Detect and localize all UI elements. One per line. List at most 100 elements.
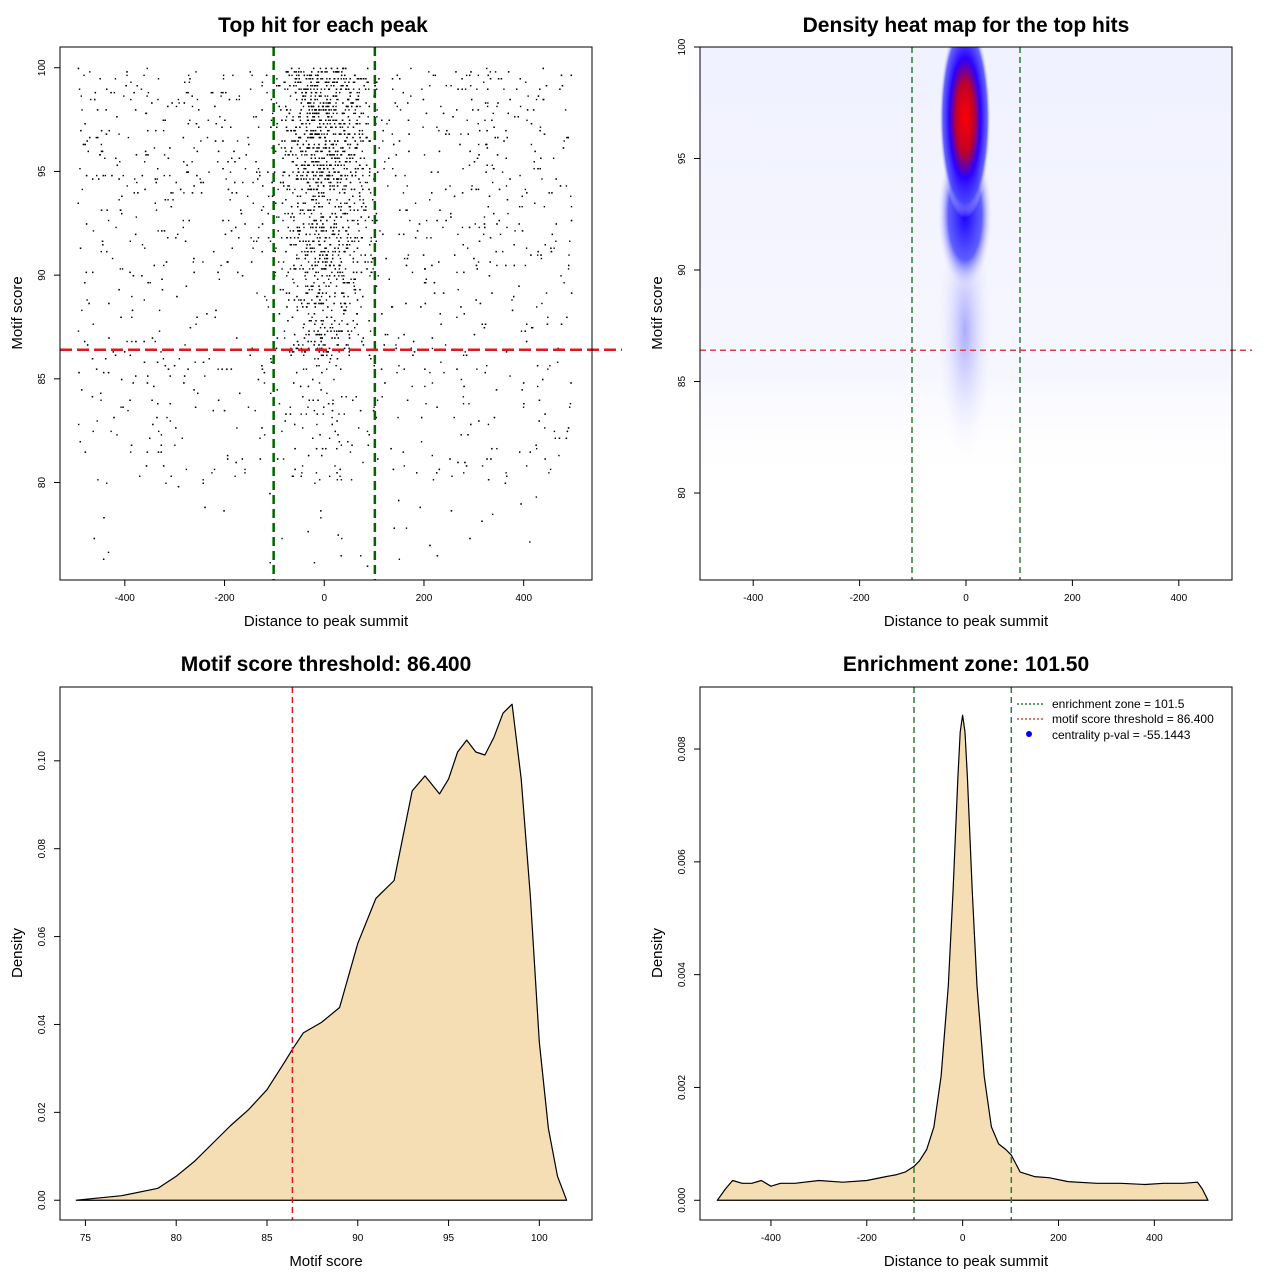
scatter-point <box>185 91 188 94</box>
scatter-point <box>455 71 457 73</box>
scatter-point <box>120 406 122 408</box>
scatter-point <box>335 126 337 128</box>
scatter-point <box>323 230 325 232</box>
scatter-point <box>486 458 488 460</box>
scatter-point <box>343 347 346 350</box>
scatter-point <box>531 326 534 329</box>
scatter-point <box>283 81 285 83</box>
scatter-point <box>333 226 335 229</box>
scatter-point <box>292 192 294 194</box>
scatter-point <box>255 116 257 118</box>
scatter-point <box>308 109 310 111</box>
scatter-point <box>305 368 308 370</box>
scatter-point <box>323 250 326 253</box>
scatter-point <box>89 136 91 139</box>
scatter-point <box>247 406 250 408</box>
scatter-point <box>354 133 356 135</box>
scatter-point <box>353 250 355 253</box>
scatter-point <box>295 178 298 180</box>
scatter-point <box>304 98 306 101</box>
scatter-point <box>337 150 339 153</box>
scatter-point <box>134 233 137 236</box>
scatter-point <box>261 427 263 429</box>
scatter-point <box>271 147 273 149</box>
scatter-point <box>147 282 149 284</box>
scatter-point <box>570 74 573 77</box>
scatter-point <box>324 247 326 249</box>
scatter-point <box>282 458 285 460</box>
scatter-point <box>551 192 553 194</box>
scatter-point <box>225 91 227 94</box>
scatter-point <box>287 212 289 215</box>
scatter-point <box>257 378 260 381</box>
scatter-point <box>160 351 162 353</box>
scatter-point <box>311 136 313 139</box>
scatter-point <box>321 454 323 457</box>
scatter-point <box>356 299 359 301</box>
scatter-point <box>289 413 292 415</box>
y-tick-label: 85 <box>677 376 688 388</box>
scatter-point <box>300 71 302 73</box>
scatter-point <box>323 164 325 166</box>
legend-label-threshold: motif score threshold = 86.400 <box>1052 712 1214 726</box>
scatter-point <box>325 147 328 149</box>
scatter-point <box>467 133 469 135</box>
scatter-point <box>364 219 367 222</box>
scatter-point <box>202 361 205 363</box>
scatter-point <box>295 347 298 350</box>
scatter-point <box>235 98 238 101</box>
scatter-point <box>107 551 110 554</box>
scatter-point <box>347 143 349 146</box>
scatter-point <box>456 316 458 319</box>
scatter-point <box>91 358 94 360</box>
scatter-point <box>281 140 283 142</box>
heatmap-core <box>939 47 991 218</box>
scatter-point <box>320 212 322 215</box>
scatter-point <box>285 119 287 121</box>
scatter-point <box>153 147 156 149</box>
scatter-point <box>369 275 371 277</box>
scatter-point <box>539 88 541 90</box>
scatter-point <box>457 288 459 291</box>
scatter-point <box>338 240 340 242</box>
scatter-point <box>462 167 464 170</box>
scatter-point <box>323 157 325 160</box>
scatter-point <box>524 188 527 191</box>
scatter-point <box>351 240 353 242</box>
scatter-point <box>419 506 421 509</box>
scatter-point <box>310 74 313 77</box>
scatter-point <box>470 188 473 191</box>
scatter-point <box>509 98 511 101</box>
scatter-point <box>265 299 268 301</box>
scatter-point <box>183 382 185 384</box>
scatter-point <box>133 192 135 194</box>
scatter-point <box>544 427 546 429</box>
scatter-point <box>249 71 251 73</box>
scatter-point <box>488 275 491 277</box>
scatter-point <box>391 306 394 308</box>
scatter-point <box>299 112 301 115</box>
scatter-point <box>545 292 548 294</box>
scatter-point <box>344 230 347 232</box>
scatter-point <box>167 199 169 201</box>
scatter-point <box>327 178 330 180</box>
scatter-point <box>566 136 568 139</box>
scatter-point <box>356 91 358 94</box>
position-density-frame <box>699 686 1233 1221</box>
scatter-point <box>335 88 338 90</box>
scatter-point <box>298 78 300 80</box>
scatter-point <box>334 133 337 135</box>
scatter-point <box>345 306 348 308</box>
x-tick-label: -200 <box>857 1233 877 1244</box>
scatter-point <box>365 226 367 229</box>
scatter-point <box>471 185 473 187</box>
scatter-point <box>157 403 159 405</box>
scatter-point <box>505 351 508 353</box>
scatter-point <box>318 302 320 305</box>
scatter-point <box>325 264 327 267</box>
scatter-point <box>403 233 405 236</box>
scatter-point <box>331 174 334 177</box>
scatter-point <box>331 354 333 357</box>
scatter-point <box>193 185 195 187</box>
scatter-point <box>100 250 102 253</box>
